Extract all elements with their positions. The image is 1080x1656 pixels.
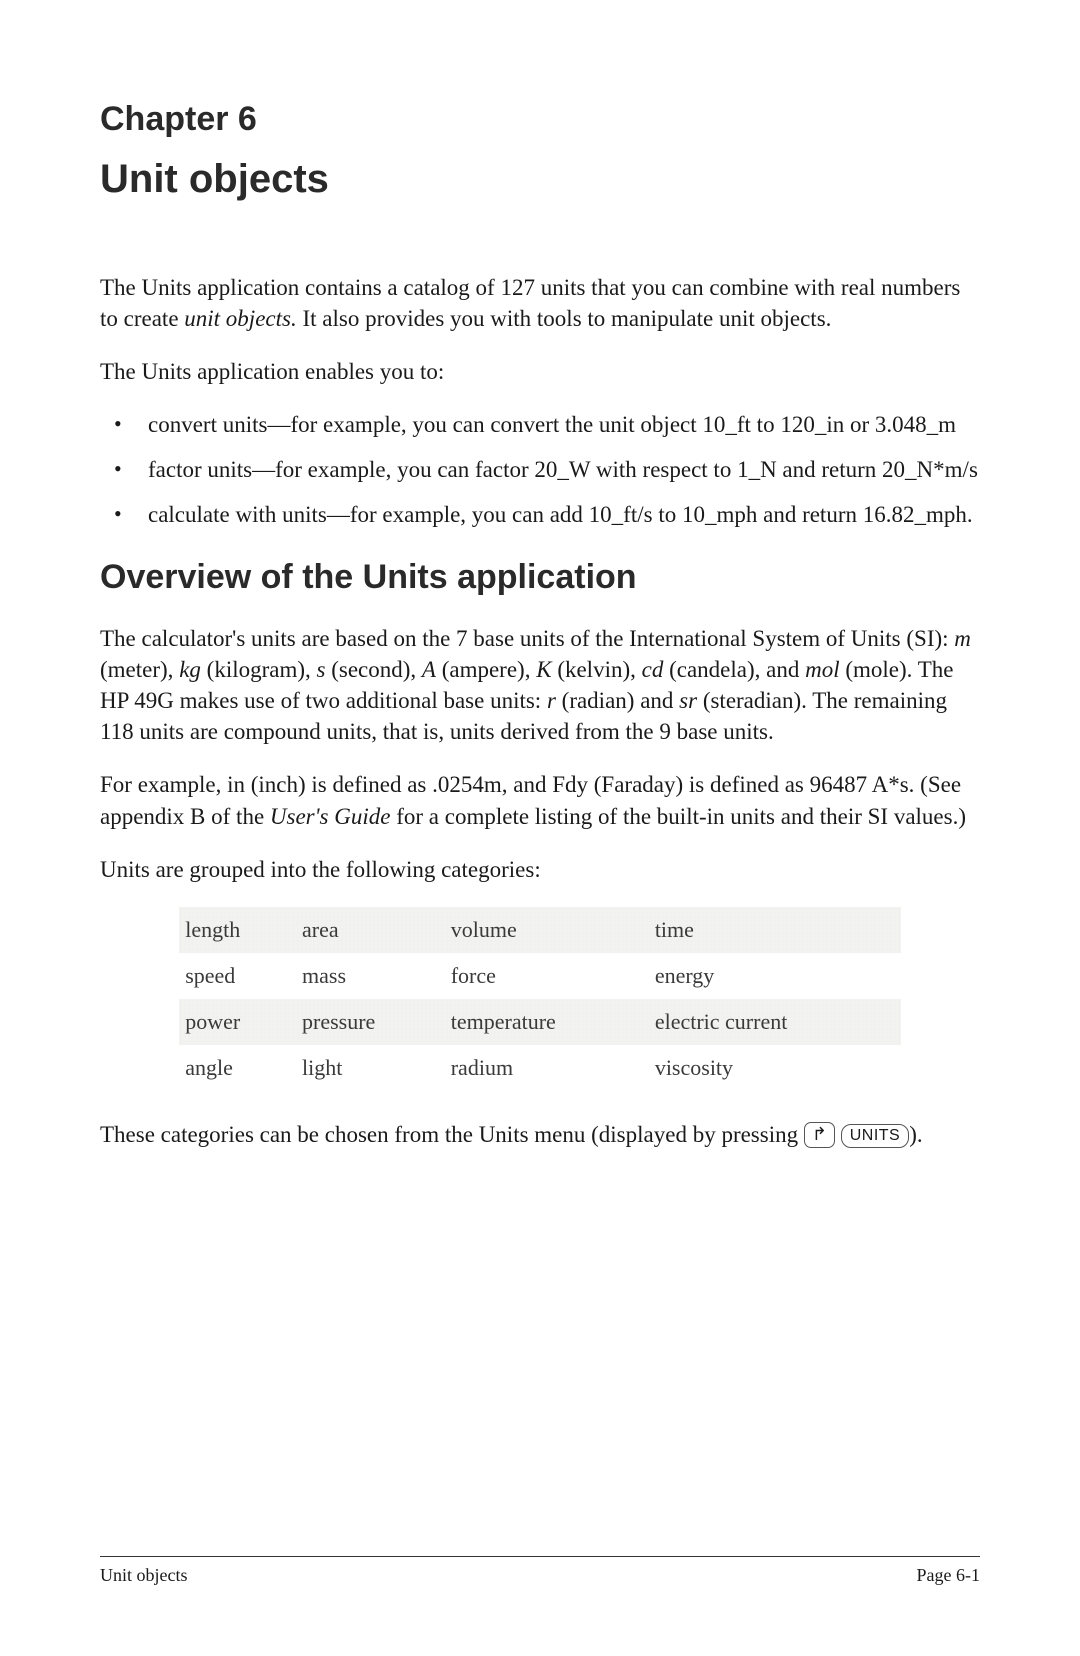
book-title: User's Guide	[270, 804, 391, 829]
table-row: angle light radium viscosity	[179, 1045, 901, 1091]
category-cell: time	[649, 907, 901, 953]
overview-paragraph-1: The calculator's units are based on the …	[100, 623, 980, 747]
unit-symbol: mol	[805, 657, 840, 682]
right-shift-key-icon: ↱	[804, 1122, 835, 1148]
footer-left: Unit objects	[100, 1565, 188, 1586]
text: (ampere),	[436, 657, 536, 682]
category-cell: angle	[179, 1045, 296, 1091]
text: (second),	[325, 657, 421, 682]
closing-paragraph: These categories can be chosen from the …	[100, 1119, 980, 1150]
category-cell: pressure	[296, 999, 445, 1045]
feature-list: convert units—for example, you can conve…	[100, 409, 980, 530]
text: (radian) and	[556, 688, 679, 713]
unit-symbol: K	[536, 657, 551, 682]
footer-right: Page 6-1	[917, 1565, 980, 1586]
overview-paragraph-2: For example, in (inch) is defined as .02…	[100, 769, 980, 831]
unit-symbol: m	[954, 626, 971, 651]
text: (candela), and	[663, 657, 805, 682]
text: ).	[909, 1122, 922, 1147]
text: for a complete listing of the built-in u…	[390, 804, 966, 829]
category-cell: mass	[296, 953, 445, 999]
unit-symbol: cd	[642, 657, 664, 682]
category-cell: temperature	[445, 999, 649, 1045]
unit-symbol: r	[547, 688, 556, 713]
table-row: length area volume time	[179, 907, 901, 953]
table-row: speed mass force energy	[179, 953, 901, 999]
category-cell: area	[296, 907, 445, 953]
list-item: convert units—for example, you can conve…	[138, 409, 980, 440]
category-cell: speed	[179, 953, 296, 999]
section-heading: Overview of the Units application	[100, 558, 980, 597]
category-cell: radium	[445, 1045, 649, 1091]
category-cell: force	[445, 953, 649, 999]
text: (kelvin),	[552, 657, 642, 682]
list-item: calculate with units—for example, you ca…	[138, 499, 980, 530]
category-cell: electric current	[649, 999, 901, 1045]
unit-symbol: kg	[179, 657, 201, 682]
category-cell: length	[179, 907, 296, 953]
text: The calculator's units are based on the …	[100, 626, 954, 651]
category-cell: power	[179, 999, 296, 1045]
chapter-title: Unit objects	[100, 157, 980, 202]
categories-intro: Units are grouped into the following cat…	[100, 854, 980, 885]
list-item: factor units—for example, you can factor…	[138, 454, 980, 485]
unit-symbol: sr	[679, 688, 697, 713]
category-cell: viscosity	[649, 1045, 901, 1091]
text: (kilogram),	[201, 657, 317, 682]
units-key-icon: UNITS	[841, 1124, 910, 1148]
unit-symbol: A	[422, 657, 436, 682]
intro-paragraph-1: The Units application contains a catalog…	[100, 272, 980, 334]
italic-term: unit objects.	[184, 306, 296, 331]
text: (meter),	[100, 657, 179, 682]
page-footer: Unit objects Page 6-1	[100, 1556, 980, 1586]
category-cell: energy	[649, 953, 901, 999]
text: These categories can be chosen from the …	[100, 1122, 804, 1147]
chapter-label: Chapter 6	[100, 100, 980, 139]
categories-table: length area volume time speed mass force…	[179, 907, 901, 1091]
text: It also provides you with tools to manip…	[297, 306, 832, 331]
table-row: power pressure temperature electric curr…	[179, 999, 901, 1045]
category-cell: light	[296, 1045, 445, 1091]
intro-paragraph-2: The Units application enables you to:	[100, 356, 980, 387]
category-cell: volume	[445, 907, 649, 953]
